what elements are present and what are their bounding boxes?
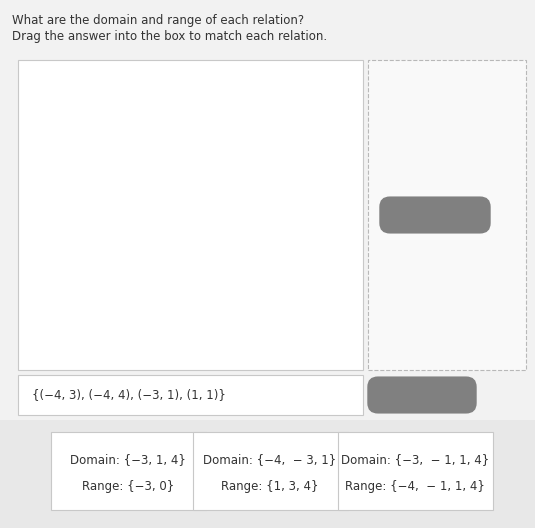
Text: {(−4, 3), (−4, 4), (−3, 1), (1, 1)}: {(−4, 3), (−4, 4), (−3, 1), (1, 1)} [32, 389, 226, 401]
Text: −4: −4 [119, 228, 134, 238]
Text: Drag the answer into the box to match each relation.: Drag the answer into the box to match ea… [12, 30, 327, 43]
Text: 3: 3 [282, 228, 288, 238]
Text: y: y [221, 91, 227, 101]
Text: 3: 3 [204, 145, 210, 155]
Text: 4: 4 [204, 122, 210, 132]
Text: Range: {1, 3, 4}: Range: {1, 3, 4} [221, 480, 319, 493]
Text: −5: −5 [196, 327, 210, 337]
Text: Domain: {−3, 1, 4}: Domain: {−3, 1, 4} [70, 453, 186, 466]
Text: 1: 1 [204, 190, 210, 200]
Text: x: x [343, 202, 350, 212]
Point [122, 122, 131, 131]
Text: What are the domain and range of each relation?: What are the domain and range of each re… [12, 14, 304, 27]
Text: Domain: {−4,  − 3, 1}: Domain: {−4, − 3, 1} [203, 453, 337, 466]
Text: Range: {−3, 0}: Range: {−3, 0} [82, 480, 174, 493]
Text: −5: −5 [97, 228, 111, 238]
Text: −1: −1 [187, 228, 202, 238]
Text: −2: −2 [165, 228, 179, 238]
Text: 4: 4 [304, 228, 311, 238]
Point [145, 305, 154, 314]
Text: 2: 2 [259, 228, 265, 238]
Text: −3: −3 [196, 281, 210, 291]
Text: −1: −1 [196, 236, 210, 246]
Text: −4: −4 [196, 304, 210, 314]
Text: Domain: {−3,  − 1, 1, 4}: Domain: {−3, − 1, 1, 4} [341, 453, 489, 466]
Text: 5: 5 [327, 228, 333, 238]
Text: 5: 5 [204, 99, 210, 109]
Text: Range: {−4,  − 1, 1, 4}: Range: {−4, − 1, 1, 4} [345, 480, 485, 493]
Text: −2: −2 [196, 259, 210, 269]
Point [235, 191, 244, 200]
Text: 1: 1 [236, 228, 243, 238]
Text: 2: 2 [204, 167, 210, 177]
Point [145, 191, 154, 200]
Point [235, 237, 244, 245]
Point [122, 145, 131, 154]
Text: −3: −3 [142, 228, 156, 238]
